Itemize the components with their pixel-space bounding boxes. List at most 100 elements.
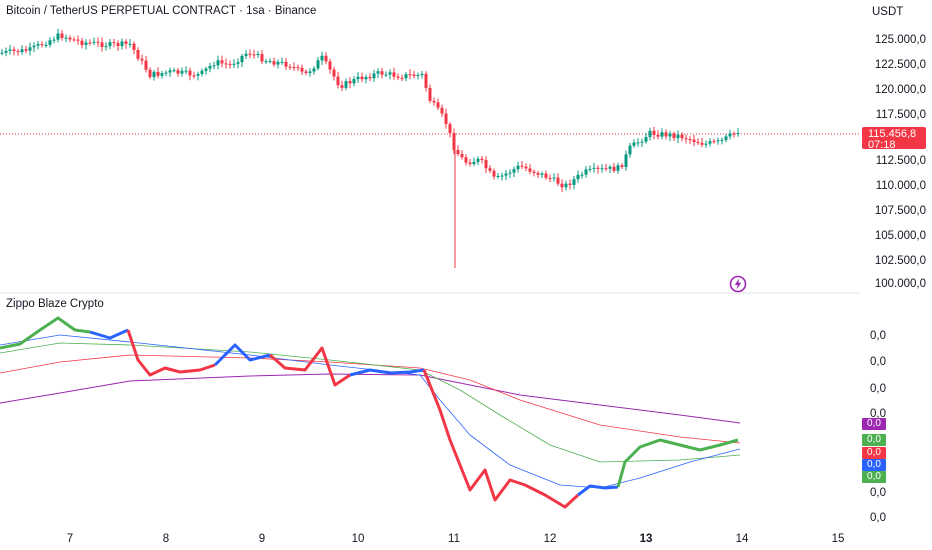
candle-body — [632, 142, 636, 146]
candle-body — [568, 183, 572, 185]
currency-label[interactable]: USDT — [872, 6, 904, 18]
candle-body — [300, 67, 304, 72]
date-tick: 9 — [258, 533, 266, 545]
candle-body — [60, 33, 64, 39]
candle-body — [324, 55, 328, 62]
price-tick: 102.500,0 — [874, 255, 926, 267]
candle-body — [372, 73, 376, 79]
candle-body — [592, 167, 596, 169]
oscillator-red-2 — [269, 346, 351, 387]
candle-body — [48, 40, 52, 45]
chart-canvas[interactable] — [0, 0, 860, 550]
price-tick: 120.000,0 — [874, 84, 926, 96]
candle-body — [516, 165, 520, 170]
candle-body — [92, 41, 96, 43]
indicator-tick: 0,0 — [870, 330, 886, 342]
candle-body — [280, 61, 284, 63]
candle-body — [272, 61, 276, 65]
candle-body — [184, 70, 188, 72]
candle-body — [164, 72, 168, 74]
candle-body — [240, 55, 244, 63]
candle-body — [412, 74, 416, 77]
candle-body — [448, 124, 452, 134]
candle-body — [108, 42, 112, 47]
indicator-title[interactable]: Zippo Blaze Crypto — [6, 298, 104, 310]
candle-body — [320, 55, 324, 61]
candle-body — [192, 75, 196, 77]
candle-body — [244, 53, 248, 56]
indicator-badge-purple: 0,0 — [862, 418, 886, 430]
candle-body — [20, 49, 24, 53]
candle-body — [392, 72, 396, 77]
candle-body — [652, 130, 656, 135]
candle-body — [588, 168, 592, 170]
candle-body — [624, 154, 628, 167]
candle-body — [548, 177, 552, 179]
candle-body — [32, 45, 36, 48]
lightning-bolt-icon[interactable] — [729, 275, 747, 293]
candle-body — [140, 58, 144, 61]
candle-body — [496, 175, 500, 177]
candle-body — [100, 42, 104, 48]
candle-body — [596, 167, 600, 169]
candle-body — [72, 39, 76, 41]
candle-body — [296, 67, 300, 69]
candle-body — [408, 74, 412, 76]
candle-body — [124, 41, 128, 44]
candle-body — [716, 140, 720, 142]
candle-body — [416, 74, 420, 77]
candle-body — [368, 77, 372, 79]
candle-body — [96, 41, 100, 43]
candle-body — [252, 54, 256, 56]
indicator-line-red-slow — [0, 354, 741, 444]
candle-body — [660, 132, 664, 137]
candle-body — [680, 134, 684, 139]
candle-body — [132, 43, 136, 51]
candle-body — [328, 61, 332, 70]
candle-body — [460, 154, 464, 158]
candle-body — [4, 50, 8, 53]
candle-body — [420, 73, 424, 75]
indicator-tick: 0,0 — [870, 512, 886, 524]
candle-body — [220, 60, 224, 64]
candle-body — [492, 170, 496, 177]
candle-body — [288, 66, 292, 68]
candle-body — [264, 61, 268, 63]
candle-body — [396, 76, 400, 78]
candle-body — [144, 60, 148, 70]
candle-body — [540, 173, 544, 175]
candle-body — [544, 173, 548, 178]
candle-body — [308, 71, 312, 73]
oscillator-red-1 — [126, 329, 216, 377]
candle-body — [472, 161, 476, 165]
candle-body — [656, 134, 660, 137]
chart-title[interactable]: Bitcoin / TetherUS PERPETUAL CONTRACT · … — [6, 5, 317, 17]
indicator-tick: 0,0 — [870, 408, 886, 420]
candle-body — [336, 76, 340, 86]
candle-body — [720, 139, 724, 141]
candle-body — [0, 52, 4, 54]
candle-body — [316, 60, 320, 69]
date-tick: 11 — [448, 533, 460, 545]
candle-body — [204, 68, 208, 71]
candle-body — [480, 158, 484, 161]
oscillator-green-2 — [616, 438, 739, 488]
candle-body — [524, 166, 528, 169]
candle-body — [560, 183, 564, 188]
candle-body — [332, 69, 336, 77]
oscillator-blue-4 — [577, 484, 619, 497]
candle-body — [208, 65, 212, 69]
candle-body — [168, 70, 172, 73]
candle-body — [152, 71, 156, 77]
candle-body — [148, 69, 152, 77]
indicator-tick: 0,0 — [870, 356, 886, 368]
candle-body — [612, 166, 616, 171]
candle-body — [436, 102, 440, 108]
candle-body — [452, 133, 456, 150]
candle-body — [84, 42, 88, 45]
candle-body — [360, 76, 364, 80]
candle-body — [356, 76, 360, 80]
candle-body — [704, 143, 708, 145]
candle-body — [484, 160, 488, 169]
candle-body — [112, 42, 116, 44]
